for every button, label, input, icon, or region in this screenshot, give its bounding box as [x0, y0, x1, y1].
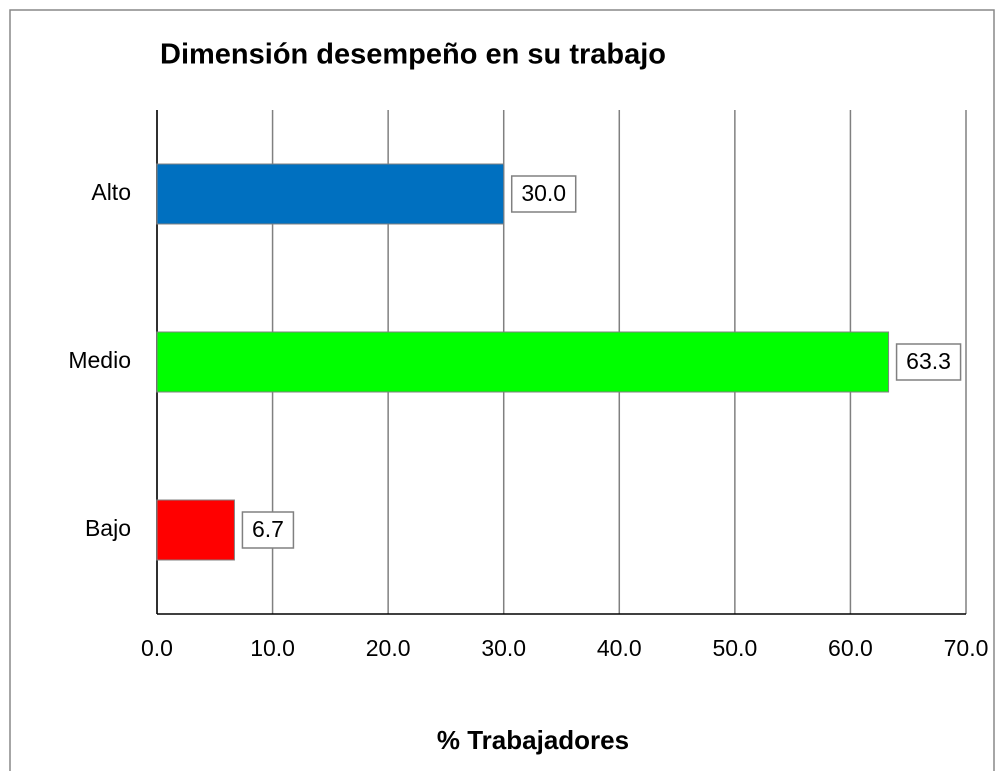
- x-axis-title: % Trabajadores: [437, 725, 629, 755]
- x-tick-label: 50.0: [712, 635, 757, 661]
- value-label-box: [895, 343, 962, 381]
- y-tick-label: Bajo: [85, 515, 131, 541]
- x-tick-label: 60.0: [828, 635, 873, 661]
- value-label: 63.3: [906, 348, 951, 374]
- x-tick-label: 20.0: [366, 635, 411, 661]
- y-tick-label: Medio: [68, 347, 131, 373]
- value-label-box: [241, 511, 295, 549]
- x-tick-label: 30.0: [481, 635, 526, 661]
- value-label: 30.0: [521, 180, 566, 206]
- x-tick-label: 40.0: [597, 635, 642, 661]
- bar: [156, 163, 505, 225]
- y-tick-label: Alto: [91, 179, 131, 205]
- bar: [156, 331, 890, 393]
- bar: [156, 499, 235, 561]
- x-tick-label: 0.0: [141, 635, 173, 661]
- x-tick-label: 10.0: [250, 635, 295, 661]
- x-tick-label: 70.0: [944, 635, 989, 661]
- chart-title: Dimensión desempeño en su trabajo: [160, 39, 666, 71]
- value-label-box: [510, 175, 577, 213]
- value-label: 6.7: [252, 516, 284, 542]
